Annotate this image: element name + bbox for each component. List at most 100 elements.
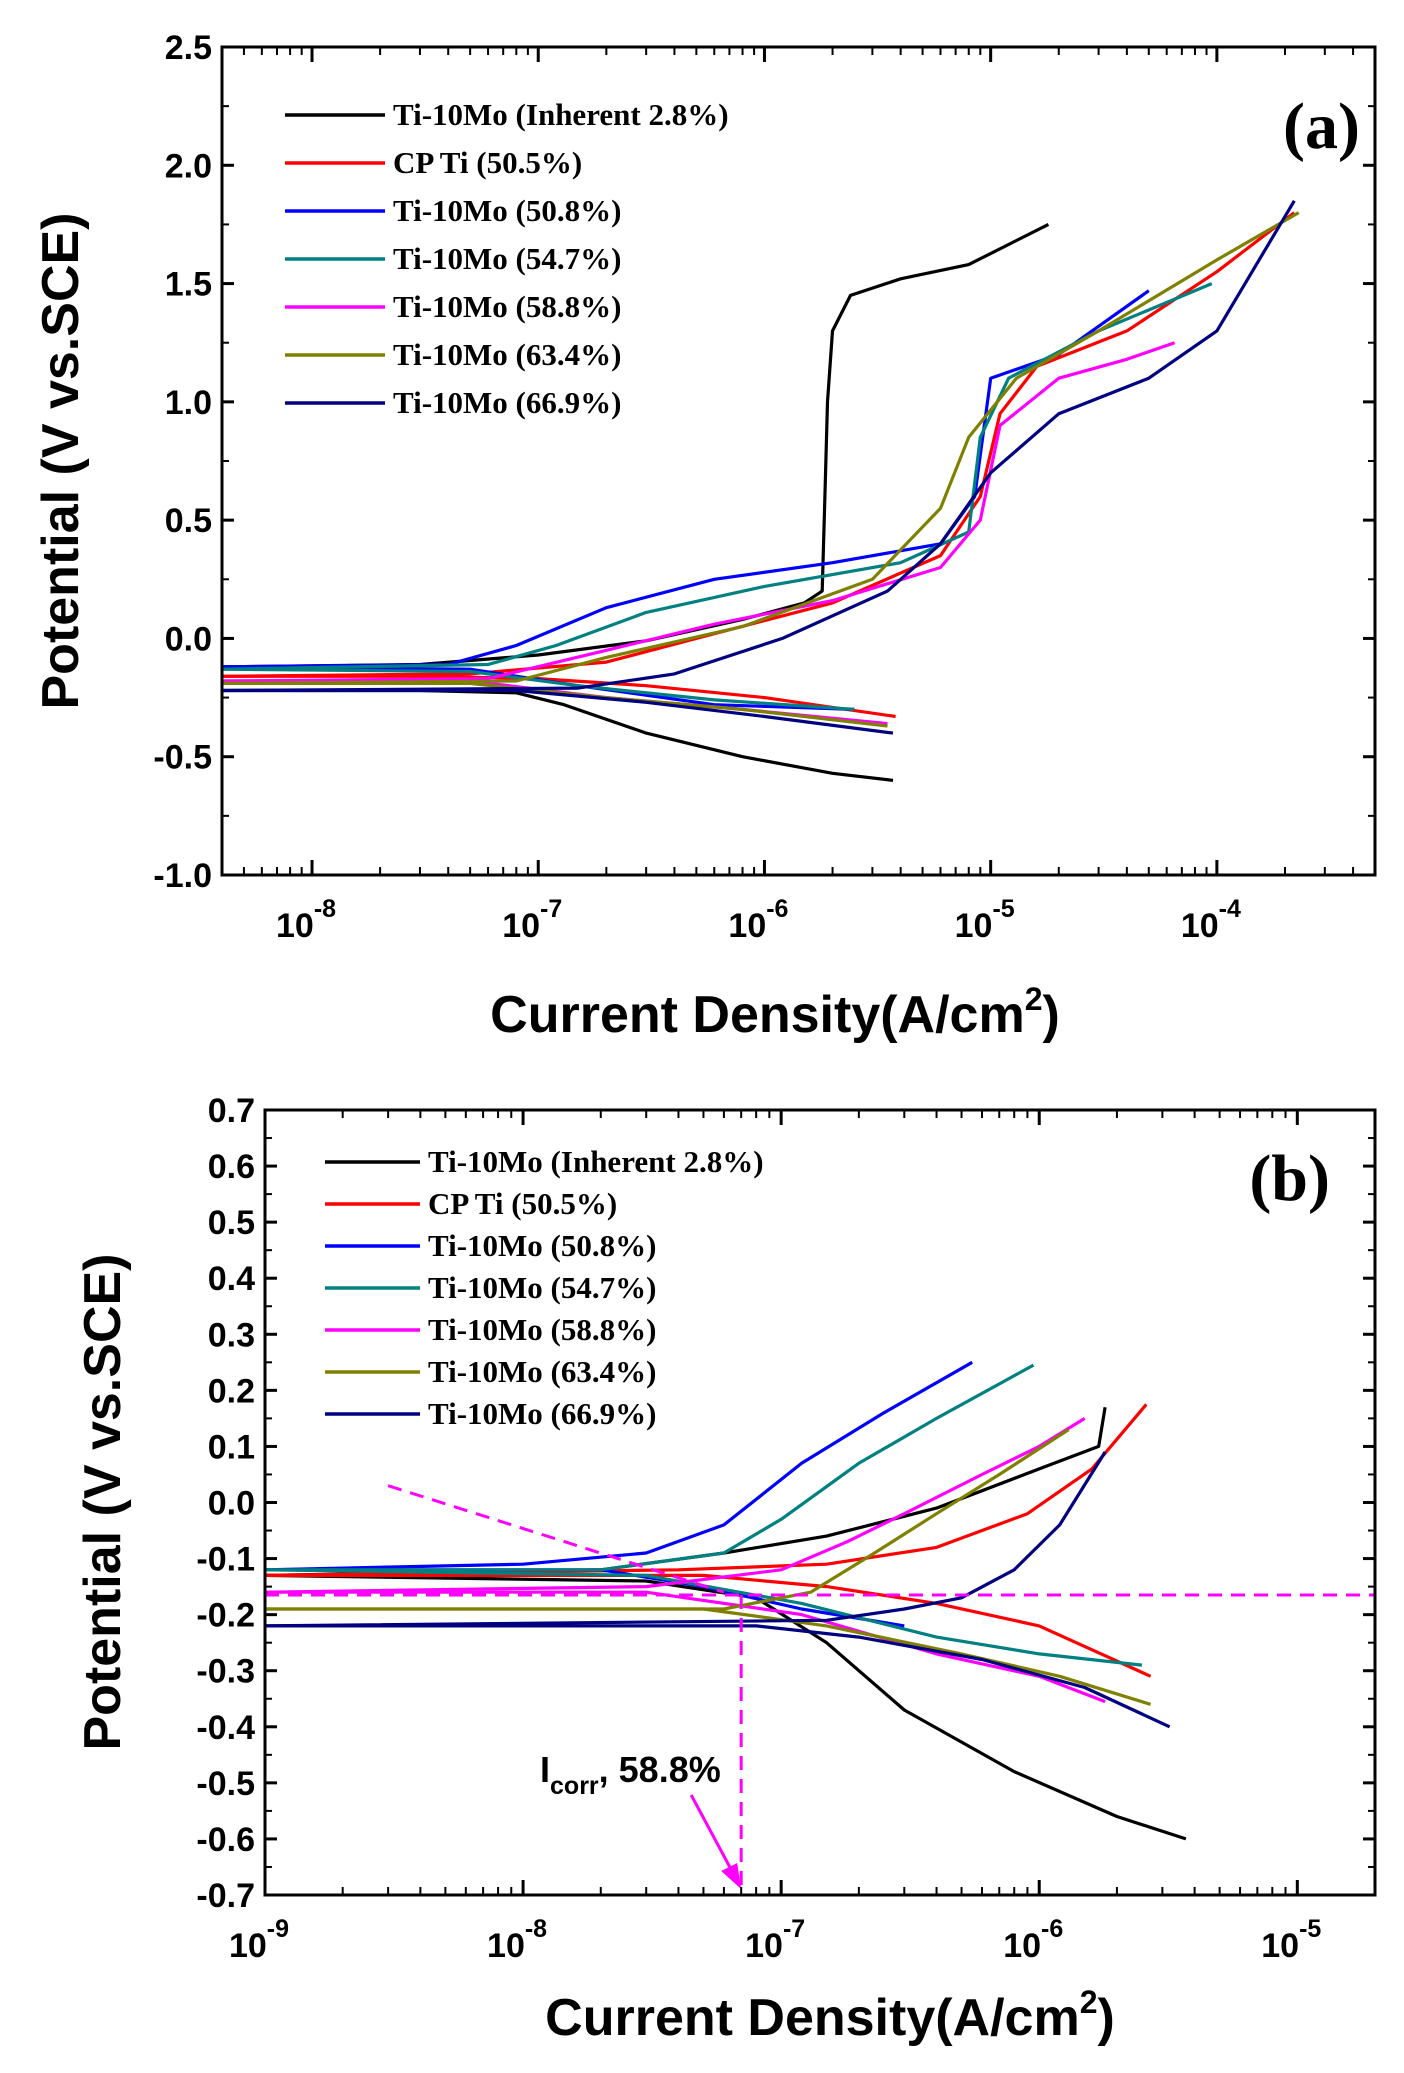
legend: Ti-10Mo (Inherent 2.8%) CP Ti (50.5%) Ti-1… <box>325 1144 764 1431</box>
x-tick-exponent: -7 <box>540 895 562 923</box>
y-tick-label: 0.0 <box>208 1485 255 1523</box>
panel-label: (a) <box>1283 90 1360 163</box>
y-tick-label: 1.5 <box>165 266 212 304</box>
legend-entry-5: Ti-10Mo (58.8%) <box>393 289 621 324</box>
legend-entry-7: Ti-10Mo (66.9%) <box>393 385 621 420</box>
plot-area <box>265 1360 1187 1841</box>
icorr-label: Icorr, 58.8% <box>540 1749 721 1800</box>
x-tick-label: 10-5 <box>955 895 1015 945</box>
legend-entry-6: Ti-10Mo (63.4%) <box>393 337 621 372</box>
x-axis-title-main: Current Density(A/cm <box>490 986 1025 1044</box>
x-tick-exponent: -8 <box>314 895 336 923</box>
y-tick-label: -0.4 <box>196 1709 255 1747</box>
y-tick-label: -0.5 <box>153 739 212 777</box>
plot-area <box>222 199 1300 782</box>
x-tick-base: 10 <box>955 907 993 945</box>
x-axis-title-sup: 2 <box>1025 981 1043 1017</box>
legend-entry-4: Ti-10Mo (54.7%) <box>428 1270 656 1305</box>
x-axis-title-main: Current Density(A/cm <box>545 1989 1080 2047</box>
y-tick-label: 1.0 <box>165 384 212 422</box>
series-line-6-anodic <box>265 1428 1070 1611</box>
legend-entry-6: Ti-10Mo (63.4%) <box>428 1354 656 1389</box>
x-tick-label: 10-6 <box>1003 1915 1063 1965</box>
x-tick-label: 10-6 <box>728 895 788 945</box>
y-tick-label: -0.6 <box>196 1821 255 1859</box>
arrow-shaft <box>689 1794 737 1878</box>
x-tick-exponent: -6 <box>766 895 788 923</box>
x-axis: 10-8 10-7 10-6 10-5 10-4 <box>242 47 1355 945</box>
legend-entry-1: Ti-10Mo (Inherent 2.8%) <box>393 97 729 132</box>
series-line-4-anodic <box>222 282 1213 671</box>
y-tick-label: -0.2 <box>196 1597 255 1635</box>
x-tick-base: 10 <box>728 907 766 945</box>
y-axis-title: Potential (V vs.SCE) <box>32 213 90 710</box>
x-axis-title: Current Density(A/cm2) <box>545 1984 1115 2047</box>
series-line-4-anodic <box>265 1363 1035 1572</box>
y-tick-label: 0.6 <box>208 1148 255 1186</box>
x-tick-label: 10-5 <box>1261 1915 1321 1965</box>
x-tick-base: 10 <box>1181 907 1219 945</box>
x-tick-base: 10 <box>502 907 540 945</box>
x-tick-exponent: -5 <box>1299 1915 1321 1943</box>
legend-entry-5: Ti-10Mo (58.8%) <box>428 1312 656 1347</box>
legend: Ti-10Mo (Inherent 2.8%) CP Ti (50.5%) Ti-1… <box>285 97 729 420</box>
x-tick-exponent: -5 <box>992 895 1014 923</box>
y-tick-label: 0.2 <box>208 1372 255 1410</box>
y-tick-label: 2.0 <box>165 147 212 185</box>
legend-entry-4: Ti-10Mo (54.7%) <box>393 241 621 276</box>
y-tick-label: 0.5 <box>165 502 212 540</box>
series-line-7-cathodic <box>222 688 894 735</box>
panel-label: (b) <box>1249 1142 1330 1215</box>
series-line-7-anodic <box>265 1451 1107 1628</box>
x-tick-label: 10-7 <box>502 895 562 945</box>
series-line-3-anodic <box>265 1360 973 1572</box>
series-line-1-cathodic <box>265 1573 1187 1841</box>
y-tick-label: -0.7 <box>196 1877 255 1915</box>
x-tick-label: 10-8 <box>276 895 336 945</box>
x-tick-base: 10 <box>229 1927 267 1965</box>
y-tick-label: -0.3 <box>196 1653 255 1691</box>
chart-panel-a: -1.0-0.50.00.51.01.52.02.510-8 10-7 10-6 10… <box>32 29 1377 1044</box>
series-line-7-anodic <box>222 199 1296 693</box>
x-tick-label: 10-4 <box>1181 895 1241 945</box>
series-line-6-anodic <box>222 211 1300 685</box>
x-tick-base: 10 <box>276 907 314 945</box>
y-axis: -1.0 -0.5 0.0 0.5 1.0 1.5 2.0 2.5 <box>153 29 1375 895</box>
y-tick-label: 0.7 <box>208 1092 255 1130</box>
arrow-head <box>721 1863 742 1889</box>
x-tick-base: 10 <box>745 1927 783 1965</box>
x-axis-title-close: ) <box>1098 1989 1115 2047</box>
series-line-3-anodic <box>222 289 1150 669</box>
x-tick-exponent: -6 <box>1041 1915 1063 1943</box>
legend-entry-3: Ti-10Mo (50.8%) <box>393 193 621 228</box>
y-tick-label: 0.0 <box>165 620 212 658</box>
y-tick-label: 0.5 <box>208 1204 255 1242</box>
x-tick-exponent: -9 <box>267 1915 289 1943</box>
x-axis-title: Current Density(A/cm2) <box>490 981 1060 1044</box>
y-tick-label: -0.5 <box>196 1765 255 1803</box>
icorr-annotation: Icorr, 58.8% <box>265 1484 1375 1895</box>
series-line-1-anodic <box>265 1406 1107 1577</box>
y-tick-label: 0.3 <box>208 1316 255 1354</box>
tafel-extrapolation-line <box>387 1484 725 1594</box>
series-line-2-anodic <box>265 1403 1148 1577</box>
series-line-7-cathodic <box>265 1624 1171 1729</box>
icorr-label-prefix: I <box>540 1749 550 1790</box>
legend-entry-2: CP Ti (50.5%) <box>428 1186 617 1221</box>
legend-entry-2: CP Ti (50.5%) <box>393 145 582 180</box>
x-tick-label: 10-9 <box>229 1915 289 1965</box>
x-tick-base: 10 <box>487 1927 525 1965</box>
legend-entry-7: Ti-10Mo (66.9%) <box>428 1396 656 1431</box>
x-tick-base: 10 <box>1261 1927 1299 1965</box>
x-tick-base: 10 <box>1003 1927 1041 1965</box>
x-axis-title-close: ) <box>1043 986 1060 1044</box>
series-line-5-anodic <box>265 1417 1086 1594</box>
x-tick-label: 10-7 <box>745 1915 805 1965</box>
series-line-4-cathodic <box>265 1568 1143 1667</box>
y-tick-label: -1.0 <box>153 857 212 895</box>
y-tick-label: -0.1 <box>196 1541 255 1579</box>
series-line-4-cathodic <box>222 667 855 711</box>
y-tick-label: 2.5 <box>165 29 212 67</box>
icorr-label-sub: corr <box>550 1772 599 1800</box>
